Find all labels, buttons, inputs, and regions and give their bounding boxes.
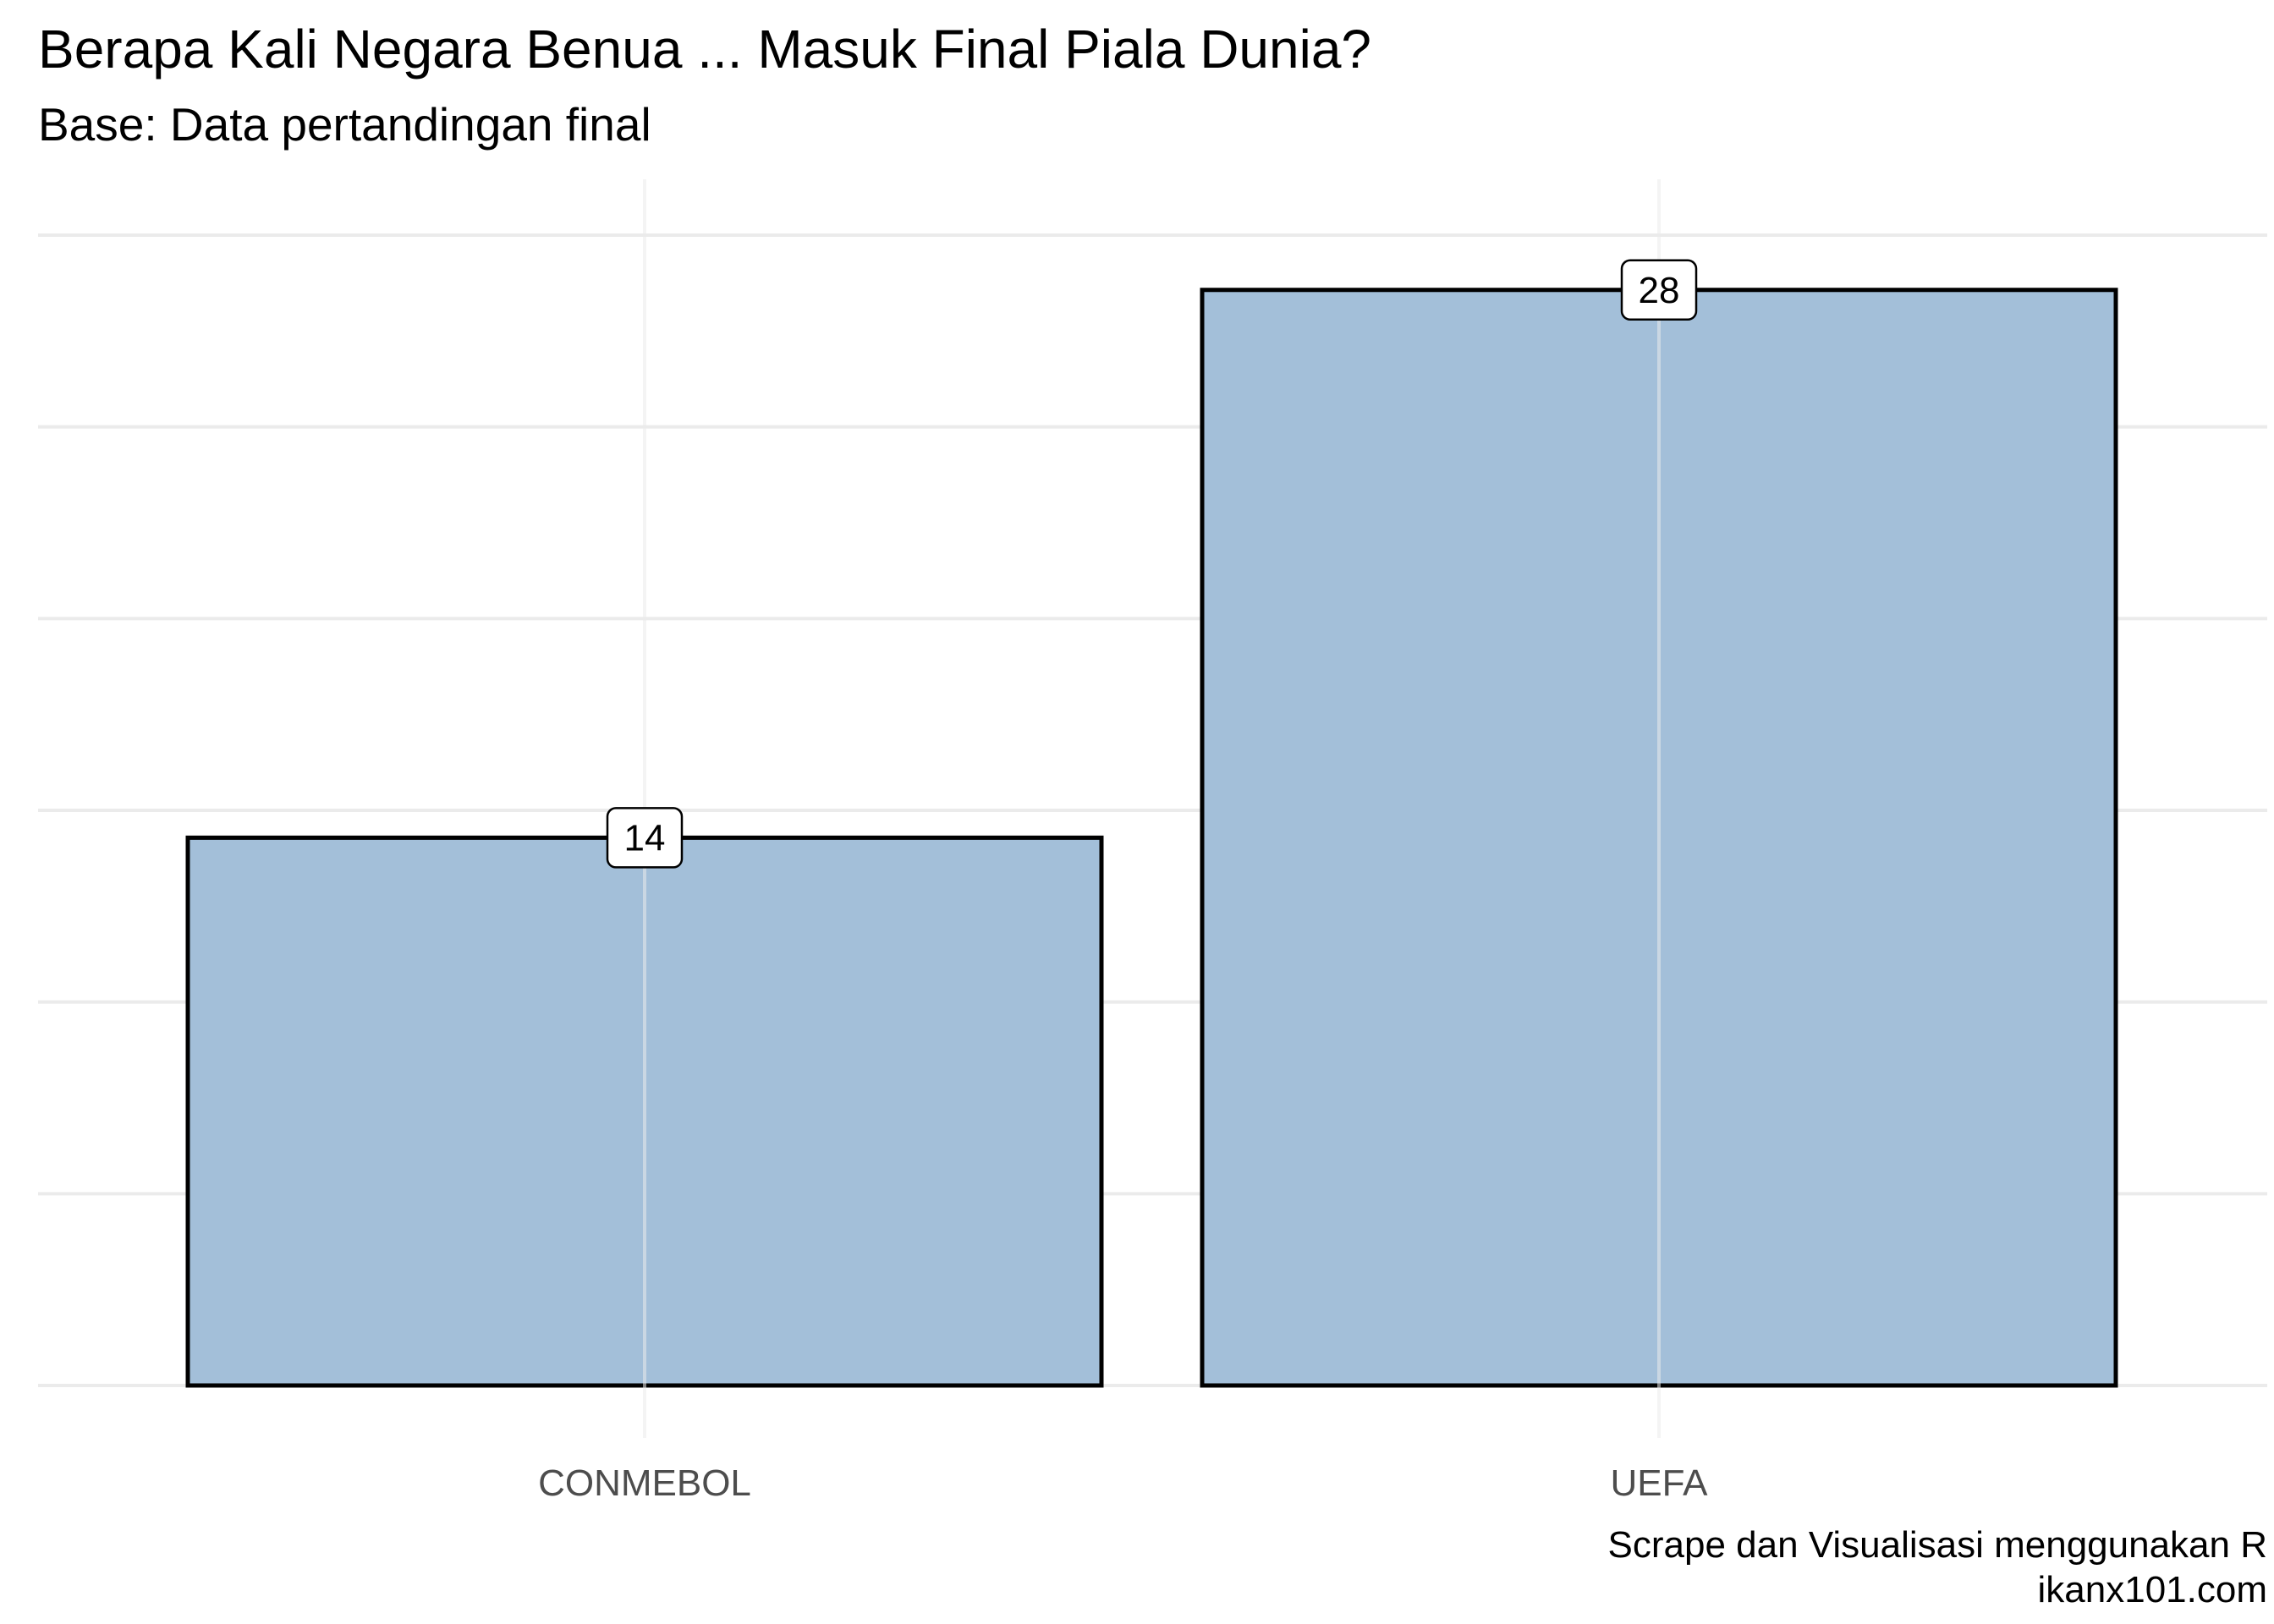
data-label-box — [606, 807, 684, 869]
x-tick-label-uefa: UEFA — [1611, 1462, 1709, 1504]
x-tick-label-conmebol: CONMEBOL — [538, 1462, 751, 1504]
data-label-conmebol: 14 — [606, 807, 684, 869]
data-label-box — [1620, 259, 1698, 321]
chart-subtitle: Base: Data pertandingan final — [38, 98, 651, 151]
chart-title: Berapa Kali Negara Benua ... Masuk Final… — [38, 19, 1371, 80]
bar-layer — [185, 288, 2118, 1388]
data-label-layer: 14 28 — [606, 259, 1698, 869]
data-label-text: 14 — [624, 817, 666, 859]
x-tick-layer: CONMEBOL UEFA — [538, 1462, 1708, 1504]
caption-line-2: ikanx101.com — [2037, 1569, 2267, 1610]
chart-caption: Scrape dan Visualisasi menggunakan R ika… — [1608, 1522, 2267, 1612]
caption-line-1: Scrape dan Visualisasi menggunakan R — [1607, 1524, 2267, 1566]
data-label-uefa: 28 — [1620, 259, 1698, 321]
data-label-text: 28 — [1639, 270, 1680, 311]
